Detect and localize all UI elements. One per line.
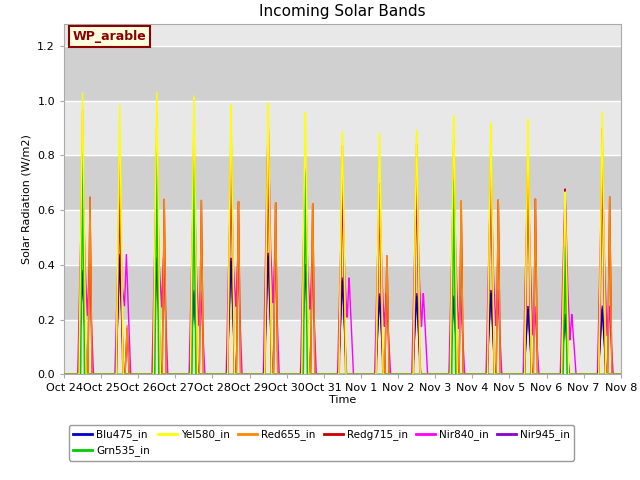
Grn535_in bbox=[124, 372, 132, 377]
Blu475_in bbox=[606, 372, 614, 377]
Nir840_in bbox=[274, 331, 282, 336]
Red655_in bbox=[606, 226, 614, 231]
Yel580_in bbox=[157, 372, 164, 377]
Line: Grn535_in: Grn535_in bbox=[64, 151, 621, 374]
Blu475_in bbox=[264, 253, 272, 259]
Nir945_in bbox=[617, 372, 625, 377]
Blu475_in bbox=[274, 372, 282, 377]
Red655_in bbox=[617, 372, 625, 377]
Blu475_in bbox=[124, 372, 131, 377]
Yel580_in bbox=[298, 365, 306, 371]
Yel580_in bbox=[617, 372, 625, 377]
Bar bbox=[64, 210, 621, 265]
Bar bbox=[64, 156, 621, 210]
Nir945_in bbox=[606, 372, 614, 377]
Redg715_in bbox=[274, 372, 282, 377]
Redg715_in bbox=[124, 338, 132, 344]
Red655_in bbox=[157, 372, 164, 377]
Line: Nir945_in: Nir945_in bbox=[64, 253, 621, 374]
Red655_in bbox=[60, 372, 68, 377]
Yel580_in bbox=[274, 372, 282, 377]
Redg715_in bbox=[617, 372, 625, 377]
Line: Redg715_in: Redg715_in bbox=[64, 156, 621, 374]
Redg715_in bbox=[79, 153, 86, 159]
Grn535_in bbox=[79, 148, 86, 154]
Nir840_in bbox=[60, 372, 68, 377]
Line: Red655_in: Red655_in bbox=[64, 109, 621, 374]
Nir945_in bbox=[60, 372, 68, 377]
Blu475_in bbox=[617, 372, 625, 377]
Grn535_in bbox=[606, 372, 614, 377]
Bar bbox=[64, 265, 621, 320]
Line: Nir840_in: Nir840_in bbox=[64, 120, 621, 374]
Line: Blu475_in: Blu475_in bbox=[64, 256, 621, 374]
Yel580_in bbox=[153, 89, 161, 95]
Nir945_in bbox=[274, 372, 282, 377]
Redg715_in bbox=[157, 372, 164, 377]
Blu475_in bbox=[60, 372, 68, 377]
Red655_in bbox=[274, 372, 282, 377]
Legend: Blu475_in, Grn535_in, Yel580_in, Red655_in, Redg715_in, Nir840_in, Nir945_in: Blu475_in, Grn535_in, Yel580_in, Red655_… bbox=[69, 425, 574, 460]
Nir945_in bbox=[298, 354, 306, 360]
Nir945_in bbox=[546, 372, 554, 377]
Red655_in bbox=[79, 107, 86, 112]
Y-axis label: Solar Radiation (W/m2): Solar Radiation (W/m2) bbox=[22, 134, 31, 264]
Grn535_in bbox=[298, 372, 306, 377]
Bar bbox=[64, 101, 621, 156]
Line: Yel580_in: Yel580_in bbox=[64, 92, 621, 374]
Redg715_in bbox=[546, 372, 554, 377]
Yel580_in bbox=[60, 372, 68, 377]
Nir840_in bbox=[617, 372, 625, 377]
Grn535_in bbox=[274, 372, 282, 377]
Blu475_in bbox=[157, 367, 164, 373]
Nir945_in bbox=[124, 372, 131, 377]
Redg715_in bbox=[606, 226, 614, 231]
Yel580_in bbox=[546, 372, 554, 377]
Nir945_in bbox=[264, 251, 272, 256]
Grn535_in bbox=[546, 372, 554, 377]
Red655_in bbox=[298, 372, 306, 377]
X-axis label: Time: Time bbox=[329, 395, 356, 405]
Grn535_in bbox=[157, 372, 164, 377]
Red655_in bbox=[546, 372, 554, 377]
Yel580_in bbox=[124, 372, 131, 377]
Nir840_in bbox=[298, 312, 306, 318]
Bar bbox=[64, 46, 621, 101]
Blu475_in bbox=[546, 372, 554, 377]
Yel580_in bbox=[606, 372, 614, 377]
Red655_in bbox=[124, 336, 132, 342]
Text: WP_arable: WP_arable bbox=[72, 30, 146, 43]
Redg715_in bbox=[298, 372, 306, 377]
Bar bbox=[64, 320, 621, 374]
Grn535_in bbox=[60, 372, 68, 377]
Grn535_in bbox=[617, 372, 625, 377]
Bar bbox=[64, 0, 621, 46]
Nir840_in bbox=[606, 321, 614, 326]
Nir945_in bbox=[157, 362, 164, 368]
Title: Incoming Solar Bands: Incoming Solar Bands bbox=[259, 4, 426, 19]
Blu475_in bbox=[298, 359, 306, 365]
Nir840_in bbox=[546, 372, 554, 377]
Redg715_in bbox=[60, 372, 68, 377]
Nir840_in bbox=[157, 286, 164, 291]
Nir840_in bbox=[264, 118, 272, 123]
Nir840_in bbox=[124, 283, 131, 289]
